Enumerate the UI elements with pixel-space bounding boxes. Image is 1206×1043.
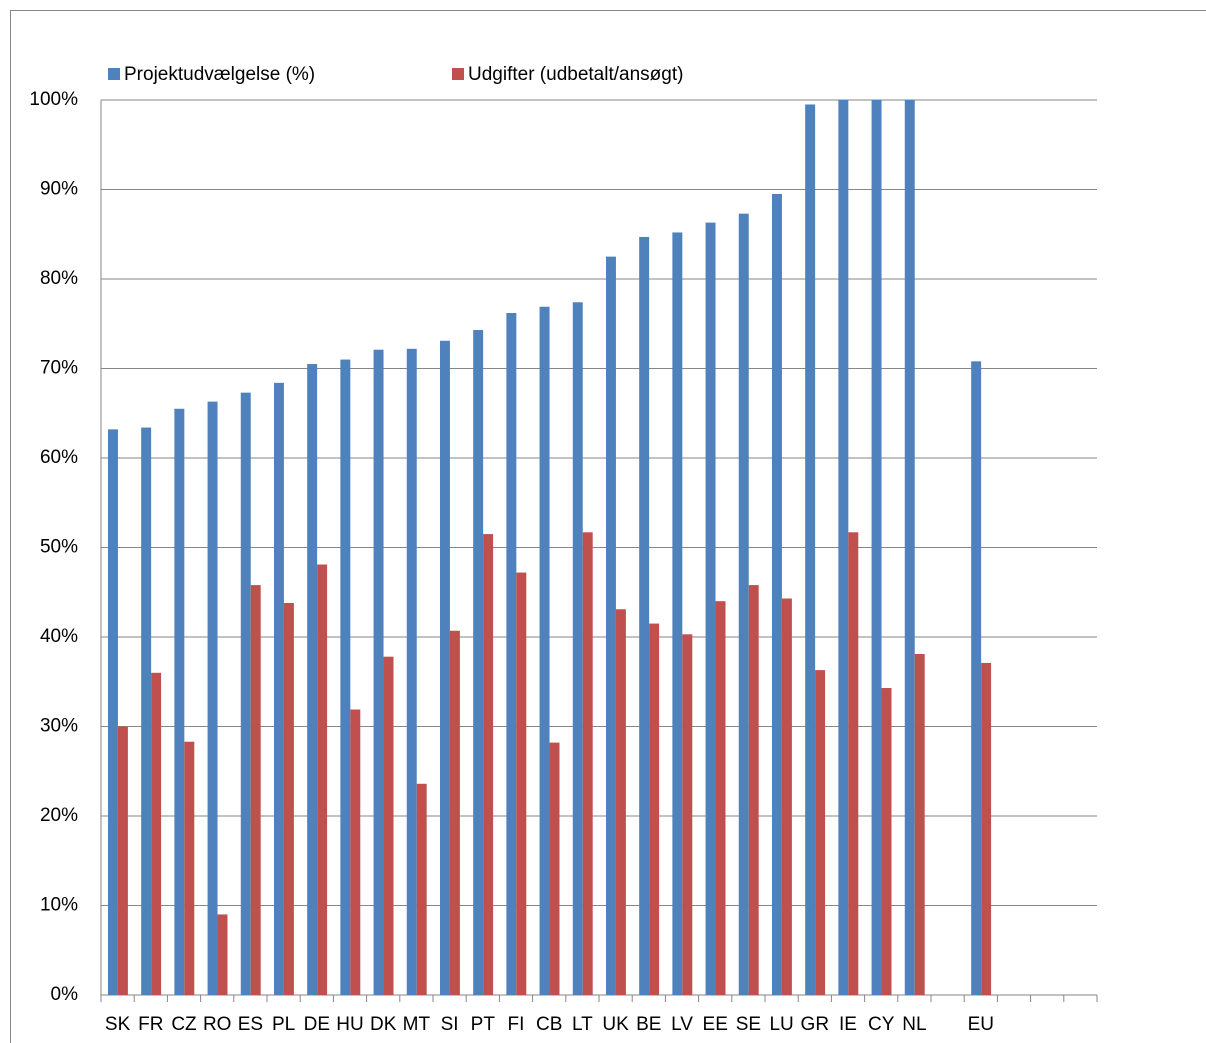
bar	[539, 306, 550, 995]
x-tick-label: PL	[272, 1014, 295, 1035]
y-tick-label: 50%	[40, 537, 78, 558]
y-tick-label: 20%	[40, 805, 78, 826]
bar	[283, 602, 294, 995]
legend-swatch	[108, 68, 120, 80]
bar	[207, 401, 218, 995]
bar	[639, 236, 650, 995]
y-tick-label: 30%	[40, 716, 78, 737]
legend-label: Udgifter (udbetalt/ansøgt)	[468, 64, 683, 85]
legend-label: Projektudvælgelse (%)	[124, 64, 315, 85]
bar	[904, 100, 915, 995]
x-tick-label: PT	[471, 1014, 496, 1035]
bar	[871, 100, 882, 995]
bar	[217, 914, 228, 995]
bar	[549, 742, 560, 995]
bar	[117, 726, 128, 995]
x-tick-label: ES	[238, 1014, 263, 1035]
x-tick-label: NL	[902, 1014, 926, 1035]
bar	[506, 313, 517, 995]
bar	[383, 656, 394, 995]
bar	[307, 364, 318, 995]
bar	[715, 601, 726, 995]
bar	[738, 213, 749, 996]
bar	[781, 598, 792, 995]
bar	[805, 104, 816, 996]
bar	[439, 340, 450, 995]
x-tick-label: LU	[769, 1014, 793, 1035]
bar	[649, 623, 660, 995]
bar	[605, 256, 616, 995]
bar	[473, 330, 484, 995]
y-tick-label: 40%	[40, 626, 78, 647]
x-tick-label: SK	[105, 1014, 131, 1035]
x-tick-label: BE	[636, 1014, 661, 1035]
x-tick-label: MT	[403, 1014, 431, 1035]
x-tick-label: SI	[441, 1014, 459, 1035]
bar	[416, 783, 427, 995]
bar	[151, 672, 162, 995]
y-tick-label: 70%	[40, 358, 78, 379]
x-tick-label: CY	[868, 1014, 895, 1035]
x-tick-label: RO	[203, 1014, 232, 1035]
bar	[483, 534, 494, 995]
bar	[449, 630, 460, 995]
bar	[682, 634, 693, 995]
x-tick-label: CB	[536, 1014, 562, 1035]
x-tick-label: HU	[336, 1014, 363, 1035]
bar	[273, 382, 284, 995]
bar	[981, 662, 992, 995]
x-tick-label: FI	[508, 1014, 525, 1035]
bar	[748, 585, 759, 995]
bar	[572, 302, 583, 995]
bar	[107, 429, 118, 995]
y-tick-label: 10%	[40, 895, 78, 916]
x-tick-label: FR	[138, 1014, 163, 1035]
bar	[184, 741, 195, 995]
x-tick-label: LV	[671, 1014, 693, 1035]
x-tick-label: UK	[602, 1014, 629, 1035]
x-tick-label: IE	[839, 1014, 857, 1035]
x-tick-label: EE	[703, 1014, 728, 1035]
bar	[914, 654, 925, 995]
x-tick-label: GR	[801, 1014, 830, 1035]
bar	[705, 222, 716, 996]
y-tick-label: 90%	[40, 179, 78, 200]
y-tick-label: 80%	[40, 268, 78, 289]
bar	[582, 532, 593, 995]
chart-frame	[10, 10, 1206, 1043]
bar	[881, 688, 892, 995]
bar	[815, 670, 826, 995]
bar	[838, 100, 849, 995]
bar	[350, 709, 361, 995]
bar	[317, 564, 328, 995]
legend-swatch	[452, 68, 464, 80]
bar	[250, 585, 261, 995]
bar	[615, 609, 626, 995]
bar	[848, 532, 859, 995]
x-tick-label: SE	[736, 1014, 761, 1035]
bar	[672, 232, 683, 995]
bar	[771, 193, 782, 996]
x-tick-label: DK	[370, 1014, 397, 1035]
bar	[373, 349, 384, 996]
x-tick-label: LT	[572, 1014, 593, 1035]
y-tick-label: 0%	[51, 984, 79, 1005]
bar	[174, 408, 185, 995]
y-tick-label: 100%	[29, 89, 78, 110]
bar	[971, 361, 982, 996]
bar	[340, 359, 351, 995]
x-tick-label: EU	[968, 1014, 994, 1035]
y-tick-label: 60%	[40, 447, 78, 468]
bar	[516, 572, 527, 995]
bar	[240, 392, 251, 995]
bar	[406, 348, 417, 995]
bar	[141, 427, 152, 995]
x-tick-label: DE	[304, 1014, 330, 1035]
x-tick-label: CZ	[171, 1014, 197, 1035]
